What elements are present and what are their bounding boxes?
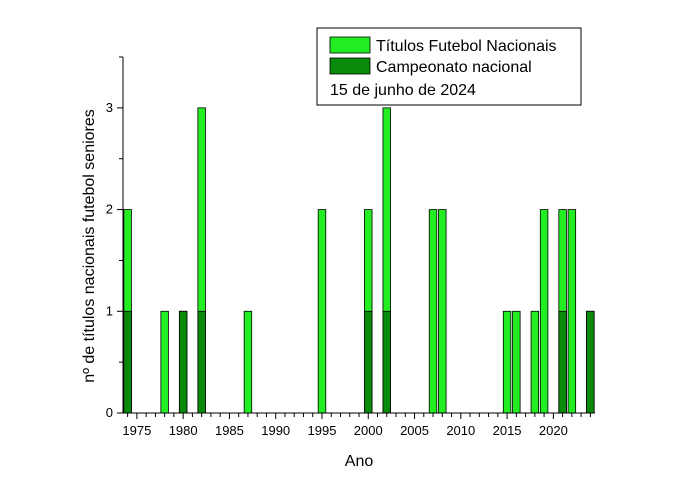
bar-titulos-2008	[438, 209, 447, 414]
bar-campeonato-1974	[123, 310, 132, 414]
bar-titulos-2015	[502, 310, 512, 414]
legend-label-titulos: Títulos Futebol Nacionais	[376, 38, 557, 55]
y-axis-title: nº de títulos nacionais futebol seniores	[81, 109, 98, 383]
x-tick-label-1980: 1980	[169, 423, 198, 438]
x-tick-label-2015: 2015	[493, 423, 522, 438]
bar-titulos-2022	[567, 209, 577, 414]
bar-campeonato-2021	[558, 310, 567, 414]
legend-swatch-campeonato	[329, 57, 371, 75]
bar-campeonato-1980	[178, 310, 188, 414]
y-tick-label-2: 2	[106, 202, 113, 217]
bar-campeonato-2024	[586, 310, 595, 414]
x-tick-label-2005: 2005	[400, 423, 429, 438]
x-axis-title: Ano	[345, 453, 374, 470]
y-tick-label-0: 0	[106, 405, 113, 420]
x-tick-label-1995: 1995	[308, 423, 337, 438]
bar-titulos-2019	[539, 209, 549, 414]
bar-titulos-1987	[243, 310, 253, 414]
legend-note: 15 de junho de 2024	[330, 82, 476, 99]
bar-titulos-1995	[317, 209, 327, 414]
bar-titulos-2018	[530, 310, 540, 414]
legend-swatch-titulos	[329, 36, 371, 54]
x-tick-label-1975: 1975	[122, 423, 151, 438]
x-tick-label-2020: 2020	[539, 423, 568, 438]
x-tick-label-2000: 2000	[354, 423, 383, 438]
legend: Títulos Futebol Nacionais Campeonato naci…	[316, 27, 582, 106]
bar-titulos-2016	[512, 310, 521, 414]
bars-layer	[123, 107, 595, 414]
bar-titulos-2007	[428, 209, 438, 414]
x-tick-label-1990: 1990	[261, 423, 290, 438]
bar-campeonato-1982	[197, 310, 206, 414]
x-tick-label-1985: 1985	[215, 423, 244, 438]
y-tick-label-1: 1	[106, 303, 113, 318]
bar-campeonato-2002	[382, 310, 391, 414]
axes-layer: 1975 1980 1985 1990 1995 2000 2005 2010 2015 2020…	[106, 56, 595, 438]
legend-label-campeonato: Campeonato nacional	[376, 59, 532, 76]
bar-titulos-1978	[160, 310, 169, 414]
bar-campeonato-2000	[364, 310, 373, 414]
y-tick-label-3: 3	[106, 100, 113, 115]
x-tick-label-2010: 2010	[446, 423, 475, 438]
